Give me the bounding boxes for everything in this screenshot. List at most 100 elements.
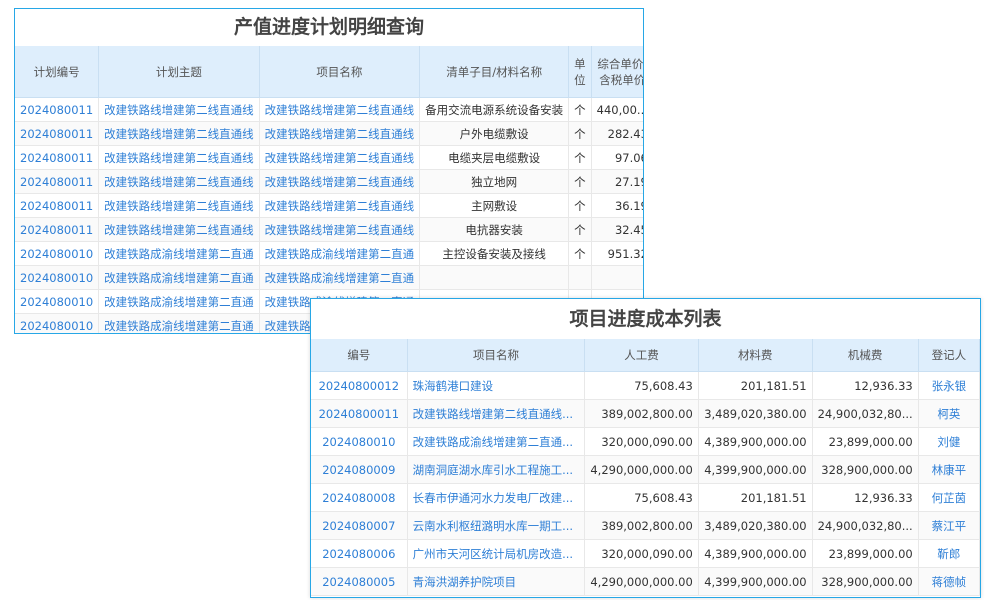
cell-link[interactable]: 青海洪湖养护院项目 (407, 567, 586, 596)
cell-link[interactable]: 改建铁路成渝线增建第二直通 (98, 289, 260, 314)
cell-link[interactable]: 蔡江平 (918, 511, 980, 540)
cell-link[interactable]: 2024080008 (311, 483, 408, 512)
cell-link[interactable]: 改建铁路成渝线增建第二直通 (259, 241, 421, 266)
table-row[interactable]: 2024080011 改建铁路线增建第二线直通线 改建铁路线增建第二线直通线 主网敷设… (15, 193, 643, 218)
table-row[interactable]: 2024080010 改建铁路成渝线增建第二直通 改建铁路成渝线增建第二直通 主控设备… (15, 241, 643, 266)
cell-link[interactable]: 2024080006 (311, 539, 408, 568)
cell-link[interactable]: 柯英 (918, 399, 980, 428)
column-header[interactable]: 项目名称 (259, 46, 421, 98)
cell-link[interactable]: 张永银 (918, 371, 980, 400)
table-cell: 320,000,090.00 (584, 427, 699, 456)
cell-link[interactable]: 2024080007 (311, 511, 408, 540)
cell-link[interactable]: 刘健 (918, 427, 980, 456)
cell-link[interactable]: 改建铁路线增建第二线直通线 (98, 145, 260, 170)
column-header[interactable]: 清单子目/材料名称 (419, 46, 570, 98)
cell-link[interactable]: 改建铁路线增建第二线直通线 (259, 97, 421, 122)
table-row[interactable]: 20240800012 珠海鹤港口建设 75,608.43 201,181.51 12,… (311, 371, 980, 400)
panel-title: 产值进度计划明细查询 (233, 16, 424, 38)
cell-link[interactable]: 靳郎 (918, 539, 980, 568)
cell-link[interactable]: 2024080010 (15, 289, 100, 314)
cell-link[interactable]: 云南水利枢纽潞明水库一期工... (407, 511, 586, 540)
cell-link[interactable]: 珠海鹤港口建设 (407, 371, 586, 400)
plan-detail-table: 计划编号 计划主题 项目名称 清单子目/材料名称 单位 综合单价/含税单价 2024080… (15, 46, 643, 333)
table-cell: 440,00... (591, 97, 643, 122)
cell-link[interactable]: 2024080009 (311, 455, 408, 484)
table-row[interactable]: 2024080007 云南水利枢纽潞明水库一期工... 389,002,800.00… (311, 511, 980, 540)
cell-link[interactable]: 2024080011 (15, 145, 100, 170)
table-row[interactable]: 2024080011 改建铁路线增建第二线直通线 改建铁路线增建第二线直通线 户外电缆… (15, 121, 643, 146)
table-cell: 320,000,090.00 (584, 539, 699, 568)
table-row[interactable]: 2024080006 广州市天河区统计局机房改造... 320,000,090.00… (311, 539, 980, 568)
table-cell (419, 265, 570, 290)
column-header[interactable]: 登记人 (918, 339, 980, 372)
table-cell: 282.43 (591, 121, 643, 146)
table-cell (568, 265, 592, 290)
table-cell: 独立地网 (419, 169, 570, 194)
column-header[interactable]: 综合单价/含税单价 (591, 46, 643, 98)
cell-link[interactable]: 改建铁路线增建第二线直通线 (259, 169, 421, 194)
cell-link[interactable]: 改建铁路线增建第二线直通线 (259, 121, 421, 146)
cell-link[interactable]: 改建铁路成渝线增建第二直通 (98, 241, 260, 266)
table-cell: 3,489,020,380.00 (698, 511, 813, 540)
cell-link[interactable]: 2024080011 (15, 217, 100, 242)
table-cell: 4,290,000,000.00 (584, 455, 699, 484)
column-header[interactable]: 项目名称 (407, 339, 586, 372)
cell-link[interactable]: 何芷茵 (918, 483, 980, 512)
cell-link[interactable]: 改建铁路线增建第二线直通线 (259, 145, 421, 170)
cell-link[interactable]: 改建铁路线增建第二线直通线 (98, 217, 260, 242)
table-cell: 389,002,800.00 (584, 399, 699, 428)
column-header[interactable]: 机械费 (812, 339, 919, 372)
cell-link[interactable]: 蒋德帧 (918, 567, 980, 596)
cell-link[interactable]: 长春市伊通河水力发电厂改建... (407, 483, 586, 512)
cell-link[interactable]: 湖南洞庭湖水库引水工程施工... (407, 455, 586, 484)
table-cell: 951.32 (591, 241, 643, 266)
cell-link[interactable]: 改建铁路线增建第二线直通线 (259, 217, 421, 242)
table-cell: 个 (568, 145, 592, 170)
cell-link[interactable]: 改建铁路线增建第二线直通线... (407, 399, 586, 428)
cell-link[interactable]: 改建铁路线增建第二线直通线 (259, 193, 421, 218)
column-header[interactable]: 单位 (568, 46, 592, 98)
column-header[interactable]: 编号 (311, 339, 408, 372)
cell-link[interactable]: 改建铁路线增建第二线直通线 (98, 193, 260, 218)
table-row[interactable]: 2024080010 改建铁路成渝线增建第二直通... 320,000,090.00… (311, 427, 980, 456)
cell-link[interactable]: 改建铁路成渝线增建第二直通 (98, 313, 260, 333)
table-cell: 4,389,900,000.00 (698, 427, 813, 456)
cell-link[interactable]: 改建铁路线增建第二线直通线 (98, 121, 260, 146)
cell-link[interactable]: 改建铁路成渝线增建第二直通 (259, 265, 421, 290)
cell-link[interactable]: 2024080011 (15, 121, 100, 146)
cell-link[interactable]: 改建铁路成渝线增建第二直通 (98, 265, 260, 290)
cell-link[interactable]: 广州市天河区统计局机房改造... (407, 539, 586, 568)
cell-link[interactable]: 2024080011 (15, 193, 100, 218)
table-cell: 36.19 (591, 193, 643, 218)
column-header[interactable]: 计划编号 (15, 46, 100, 98)
cell-link[interactable]: 2024080010 (15, 313, 100, 333)
table-row[interactable]: 2024080011 改建铁路线增建第二线直通线 改建铁路线增建第二线直通线 备用交流… (15, 97, 643, 122)
table-row[interactable]: 2024080008 长春市伊通河水力发电厂改建... 75,608.43 201,1… (311, 483, 980, 512)
cell-link[interactable]: 林康平 (918, 455, 980, 484)
table-row[interactable]: 2024080011 改建铁路线增建第二线直通线 改建铁路线增建第二线直通线 独立地网… (15, 169, 643, 194)
cell-link[interactable]: 2024080005 (311, 567, 408, 596)
cell-link[interactable]: 2024080011 (15, 169, 100, 194)
column-header[interactable]: 人工费 (584, 339, 699, 372)
table-cell: 主网敷设 (419, 193, 570, 218)
cell-link[interactable]: 2024080010 (15, 265, 100, 290)
table-row[interactable]: 2024080011 改建铁路线增建第二线直通线 改建铁路线增建第二线直通线 电缆夹层… (15, 145, 643, 170)
cell-link[interactable]: 2024080010 (15, 241, 100, 266)
table-row[interactable]: 20240800011 改建铁路线增建第二线直通线... 389,002,800.0… (311, 399, 980, 428)
cell-link[interactable]: 改建铁路成渝线增建第二直通... (407, 427, 586, 456)
column-header[interactable]: 材料费 (698, 339, 813, 372)
cell-link[interactable]: 改建铁路线增建第二线直通线 (98, 169, 260, 194)
table-row[interactable]: 2024080011 改建铁路线增建第二线直通线 改建铁路线增建第二线直通线 电抗器安… (15, 217, 643, 242)
table-cell: 3,489,020,380.00 (698, 399, 813, 428)
cell-link[interactable]: 20240800011 (311, 399, 408, 428)
cell-link[interactable]: 20240800012 (311, 371, 408, 400)
cost-list-panel: 项目进度成本列表 编号 项目名称 人工费 材料费 机械费 登记人 20240800012 珠… (310, 298, 981, 598)
table-cell: 4,399,900,000.00 (698, 455, 813, 484)
cell-link[interactable]: 改建铁路线增建第二线直通线 (98, 97, 260, 122)
cell-link[interactable]: 2024080011 (15, 97, 100, 122)
column-header[interactable]: 计划主题 (98, 46, 260, 98)
table-row[interactable]: 2024080005 青海洪湖养护院项目 4,290,000,000.00 4,399… (311, 567, 980, 596)
table-row[interactable]: 2024080009 湖南洞庭湖水库引水工程施工... 4,290,000,000.… (311, 455, 980, 484)
cell-link[interactable]: 2024080010 (311, 427, 408, 456)
